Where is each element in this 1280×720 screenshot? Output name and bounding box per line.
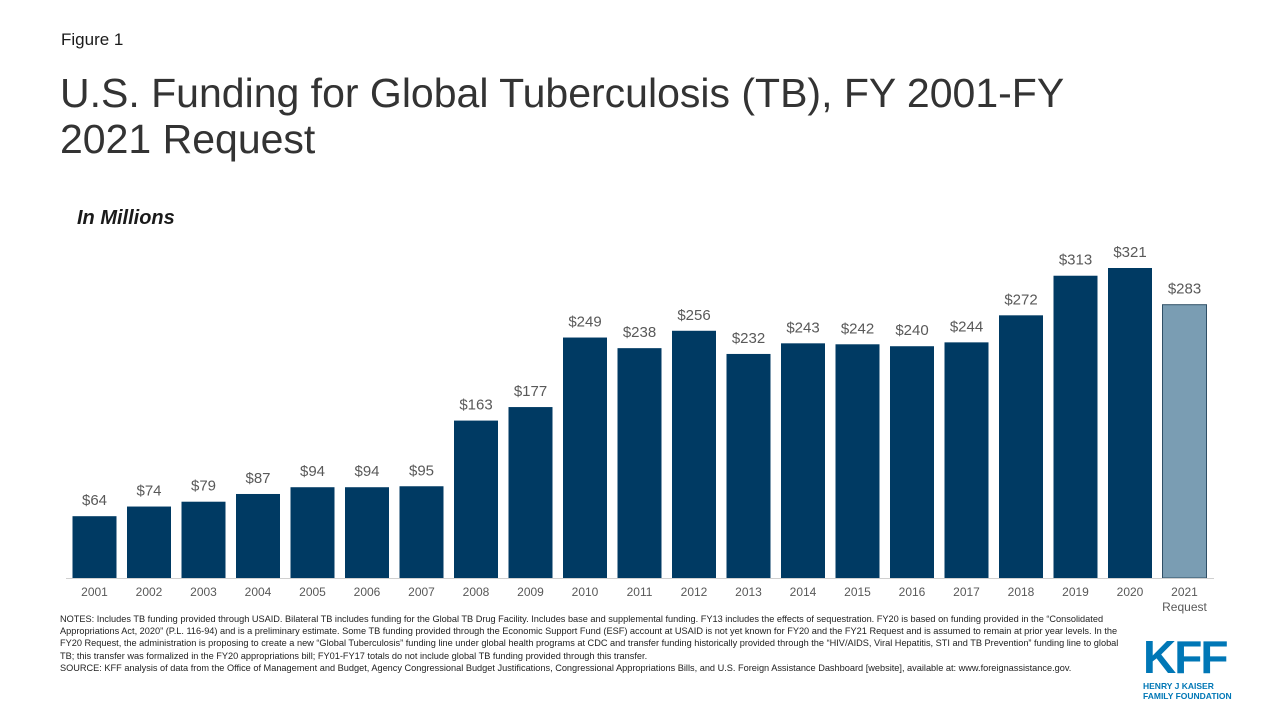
bar-2018 — [999, 315, 1043, 578]
bar-2001 — [72, 516, 117, 578]
chart-title: U.S. Funding for Global Tuberculosis (TB… — [60, 70, 1064, 162]
bar-2009 — [508, 407, 553, 578]
bar-2019 — [1053, 275, 1098, 578]
bar-2005 — [290, 487, 335, 578]
bar-chart: $64 $74 $79 $87 $94 $94 $95 $163 $177 $249 $238 $25… — [66, 244, 1214, 614]
value-label: $242 — [841, 320, 874, 337]
kff-logo-line2: FAMILY FOUNDATION — [1143, 691, 1232, 701]
x-tick-label: 2021 — [1171, 585, 1198, 599]
x-tick-label: 2001 — [81, 585, 108, 599]
bar-2010 — [563, 337, 607, 578]
x-tick-label: Request — [1162, 600, 1207, 614]
bar-2006 — [345, 487, 389, 578]
x-tick-label: 2018 — [1008, 585, 1035, 599]
bar-2011 — [617, 348, 662, 578]
kff-logo-subtitle: HENRY J KAISER FAMILY FOUNDATION — [1143, 681, 1237, 701]
x-tick-label: 2002 — [136, 585, 163, 599]
bar-2017 — [944, 342, 989, 578]
x-tick-label: 2019 — [1062, 585, 1089, 599]
figure-label: Figure 1 — [61, 30, 124, 49]
value-label: $249 — [568, 314, 601, 331]
value-label: $95 — [409, 462, 434, 479]
kff-logo: KFF HENRY J KAISER FAMILY FOUNDATION — [1143, 631, 1237, 701]
x-tick-label: 2005 — [299, 585, 326, 599]
value-label: $94 — [354, 463, 379, 480]
x-tick-label: 2015 — [844, 585, 871, 599]
value-label: $313 — [1059, 252, 1092, 269]
value-label: $74 — [136, 483, 161, 500]
bar-2003 — [181, 501, 226, 578]
value-labels-group: $64 $74 $79 $87 $94 $94 $95 $163 $177 $249 $238 $25… — [82, 244, 1201, 509]
x-tick-label: 2016 — [899, 585, 926, 599]
bar-2013 — [726, 353, 771, 578]
value-label: $256 — [677, 307, 710, 324]
value-label: $243 — [786, 319, 819, 336]
chart-subtitle: In Millions — [77, 207, 175, 229]
value-label: $232 — [732, 330, 765, 347]
value-label: $64 — [82, 492, 107, 509]
bar-2007 — [399, 486, 444, 578]
value-label: $94 — [300, 463, 325, 480]
value-label: $238 — [623, 324, 656, 341]
value-label: $321 — [1113, 244, 1146, 261]
kff-logo-line1: HENRY J KAISER — [1143, 681, 1214, 691]
bar-2015 — [835, 344, 880, 578]
x-tick-label: 2012 — [681, 585, 708, 599]
bar-2016 — [890, 346, 934, 578]
source-text: SOURCE: KFF analysis of data from the Of… — [60, 662, 1072, 673]
x-tick-label: 2004 — [245, 585, 272, 599]
x-tick-label: 2008 — [463, 585, 490, 599]
value-label: $177 — [514, 383, 547, 400]
value-label: $272 — [1004, 291, 1037, 308]
bar-2014 — [781, 343, 825, 578]
bar-2004 — [236, 493, 280, 578]
x-tick-label: 2009 — [517, 585, 544, 599]
x-tick-label: 2006 — [354, 585, 381, 599]
x-tick-label: 2010 — [572, 585, 599, 599]
x-tick-labels-group: 2001 2002 2003 2004 2005 2006 2007 2008 2009 2010… — [81, 585, 1207, 614]
value-label: $163 — [459, 397, 492, 414]
notes-block: NOTES: Includes TB funding provided thro… — [60, 613, 1120, 674]
kff-logo-mark: KFF — [1143, 631, 1228, 683]
x-tick-label: 2007 — [408, 585, 435, 599]
bar-2020 — [1108, 268, 1152, 578]
value-label: $240 — [895, 322, 928, 339]
x-tick-label: 2011 — [627, 585, 653, 599]
x-tick-label: 2013 — [735, 585, 762, 599]
bar-2008 — [454, 420, 498, 578]
value-label: $283 — [1168, 281, 1201, 298]
value-label: $244 — [950, 318, 983, 335]
x-tick-label: 2014 — [790, 585, 817, 599]
value-label: $79 — [191, 478, 216, 495]
bar-2002 — [127, 506, 171, 578]
value-label: $87 — [245, 470, 270, 487]
bar-2021-request — [1162, 304, 1207, 579]
x-tick-label: 2003 — [190, 585, 217, 599]
x-tick-label: 2020 — [1117, 585, 1144, 599]
x-tick-label: 2017 — [953, 585, 980, 599]
notes-text: NOTES: Includes TB funding provided thro… — [60, 614, 1119, 661]
bar-2012 — [672, 330, 716, 578]
bars-group — [72, 268, 1207, 579]
